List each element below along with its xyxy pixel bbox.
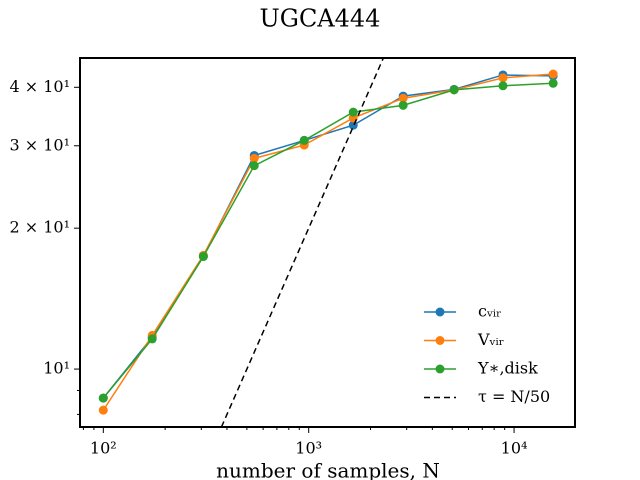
point	[348, 107, 358, 117]
point	[98, 393, 108, 403]
series-line	[220, 58, 385, 427]
series-line	[102, 74, 554, 399]
point	[498, 73, 508, 83]
plot-area	[98, 58, 558, 427]
y-tick-label: 2 × 10¹	[9, 218, 70, 237]
point	[498, 81, 508, 91]
point	[449, 85, 459, 95]
point	[299, 135, 309, 145]
point	[548, 69, 558, 79]
plot-frame	[79, 57, 576, 428]
x-tick-label: 10³	[295, 439, 322, 458]
x-axis-label: number of samples, N	[216, 459, 440, 480]
y-tick-label: 3 × 10¹	[9, 135, 70, 154]
legend-label: cᵥᵢᵣ	[478, 302, 502, 321]
point	[98, 405, 108, 415]
point	[398, 100, 408, 110]
point	[249, 161, 259, 171]
point	[398, 93, 408, 103]
series-line	[102, 73, 554, 411]
y-tick-label: 10¹	[43, 359, 70, 378]
x-tick-label: 10²	[90, 439, 117, 458]
point	[198, 251, 208, 261]
legend-label: Υ∗,disk	[477, 359, 538, 378]
chart-title: UGCA444	[260, 5, 381, 33]
legend-marker	[435, 336, 445, 345]
point	[249, 153, 259, 163]
legend-label: τ = N/50	[478, 387, 550, 406]
legend-marker	[435, 364, 445, 374]
x-tick-label: 10⁴	[501, 439, 528, 458]
legend-label: Vᵥᵢᵣ	[477, 330, 504, 349]
series-line	[102, 82, 554, 399]
legend-marker	[435, 307, 445, 317]
point	[548, 78, 558, 88]
y-tick-label: 4 × 10¹	[9, 77, 70, 96]
point	[147, 334, 157, 344]
